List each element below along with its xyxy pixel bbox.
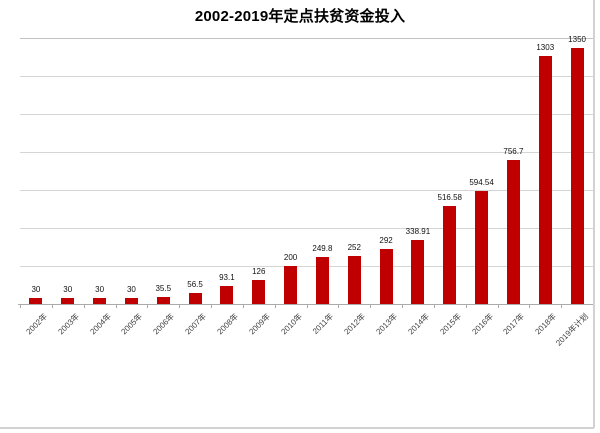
x-axis-label: 2012年: [342, 311, 368, 337]
x-axis-label: 2011年: [311, 311, 336, 336]
bar-2015年: [443, 205, 457, 304]
bar-2006年: [156, 297, 170, 304]
bar-2008年: [220, 286, 234, 304]
bar-value-label: 30: [63, 285, 73, 295]
x-axis-label: 2014年: [406, 311, 431, 337]
axis-tick: [147, 304, 149, 308]
bar-value-label: 338.91: [405, 226, 431, 236]
bar-value-label: 594.54: [469, 178, 494, 188]
bar-2009年: [252, 280, 266, 304]
bar-2010年: [284, 266, 298, 304]
axis-tick: [561, 304, 563, 308]
gridline: [20, 152, 593, 153]
bar-value-label: 93.1: [219, 273, 235, 283]
bar-value-label: 1350: [568, 34, 586, 44]
axis-tick: [115, 304, 117, 308]
bar-2004年: [93, 298, 107, 304]
frame-right-border: [592, 0, 595, 428]
bar-value-label: 35.5: [155, 284, 172, 294]
axis-tick: [497, 304, 499, 308]
axis-tick: [306, 304, 308, 308]
bar-value-label: 756.7: [503, 147, 524, 157]
frame-bottom-border: [0, 426, 594, 429]
bar-value-label: 252: [347, 243, 361, 253]
axis-tick: [211, 304, 212, 308]
bar-2018年: [538, 56, 552, 304]
bar-value-label: 292: [379, 235, 393, 245]
x-axis-label: 2010年: [279, 311, 304, 337]
axis-tick: [20, 304, 21, 308]
axis-tick: [83, 304, 85, 308]
axis-tick: [338, 304, 340, 308]
axis-tick: [529, 304, 531, 308]
x-axis-label: 2013年: [374, 311, 400, 337]
axis-tick: [402, 304, 403, 308]
bar-2013年: [379, 248, 393, 304]
bar-value-label: 30: [126, 285, 136, 295]
bar-2019年计划: [570, 47, 584, 304]
gridline: [20, 38, 593, 39]
axis-tick: [433, 304, 435, 308]
gridline: [20, 190, 593, 191]
gridline: [20, 228, 593, 229]
axis-tick: [242, 304, 244, 308]
bar-2002年: [29, 298, 43, 304]
x-axis-label: 2008年: [215, 311, 240, 337]
bar-value-label: 30: [31, 285, 41, 295]
bar-2014年: [411, 239, 425, 304]
bar-value-label: 126: [252, 267, 266, 277]
bar-2003年: [61, 298, 75, 304]
gridline: [20, 266, 593, 267]
axis-tick: [370, 304, 372, 308]
x-axis-label: 2003年: [56, 311, 81, 337]
bar-2007年: [188, 293, 202, 304]
x-axis-label: 2016年: [470, 311, 495, 337]
x-axis-label: 2017年: [501, 311, 527, 337]
bar-value-label: 249.8: [312, 243, 333, 253]
bar-2017年: [506, 160, 520, 304]
x-axis-label: 2019年计划: [554, 311, 591, 348]
x-axis-label: 2004年: [88, 311, 113, 337]
axis-tick: [465, 304, 467, 308]
x-axis-label: 2007年: [183, 311, 209, 337]
axis-tick: [274, 304, 276, 308]
axis-tick: [179, 304, 181, 308]
bar-value-label: 516.58: [437, 192, 462, 202]
bar-value-label: 200: [283, 253, 298, 262]
gridline: [20, 114, 593, 115]
x-axis-label: 2009年: [247, 311, 272, 337]
axis-tick: [51, 304, 53, 308]
bar-2016年: [475, 191, 489, 304]
x-axis-label: 2006年: [151, 311, 177, 337]
x-axis-label: 2002年: [24, 311, 49, 337]
bar-2011年: [315, 256, 329, 304]
x-axis-line: [18, 304, 594, 305]
chart-title: 2002-2019年定点扶贫资金投入: [194, 8, 406, 25]
bar-value-label: 1303: [536, 43, 555, 53]
bar-2012年: [347, 256, 361, 304]
bar-2005年: [124, 298, 138, 304]
gridline: [20, 76, 593, 77]
x-axis-label: 2005年: [119, 311, 145, 337]
x-axis-label: 2018年: [533, 311, 559, 337]
bar-value-label: 56.5: [187, 280, 203, 290]
bar-value-label: 30: [95, 285, 105, 295]
x-axis-label: 2015年: [438, 311, 463, 337]
